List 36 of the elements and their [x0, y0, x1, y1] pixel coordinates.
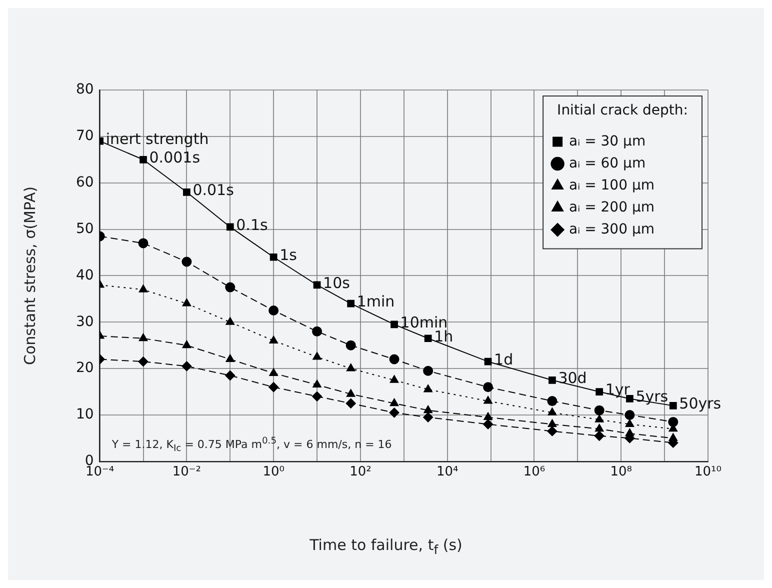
annotation: 1yr	[605, 380, 631, 399]
y-tick-label: 70	[76, 128, 94, 144]
annotation: 0.1s	[236, 216, 268, 234]
y-tick-label: 80	[76, 82, 94, 98]
x-tick-label: 10⁴	[436, 464, 458, 480]
annotation: Y = 1.12, K$_{Ic}$ = 0.75 MPa m$^{0.5}$, v = 6 mm/s, n = 16	[112, 435, 392, 454]
annotation: 30d	[558, 369, 587, 388]
annotation: 50yrs	[679, 394, 722, 413]
legend-label: aᵢ = 100 µm	[569, 177, 654, 194]
x-tick-label: 10⁻²	[172, 464, 202, 480]
y-tick-label: 40	[76, 267, 94, 284]
legend-label: aᵢ = 200 µm	[569, 199, 654, 216]
y-tick-label: 50	[76, 220, 94, 237]
x-tick-label: 10²	[350, 464, 372, 480]
legend-label: aᵢ = 60 µm	[569, 155, 646, 172]
legend-title: Initial crack depth:	[557, 102, 688, 119]
x-tick-label: 10⁰	[262, 464, 284, 480]
x-tick-label: 10¹⁰	[694, 464, 722, 480]
annotation: 10s	[323, 274, 350, 292]
y-tick-label: 60	[76, 174, 94, 190]
annotation: 0.01s	[192, 181, 234, 200]
x-axis-title: Time to failure, t$_{f}$ (s)	[308, 536, 464, 557]
y-tick-label: 30	[76, 314, 94, 330]
annotation: 0.001s	[149, 148, 200, 167]
annotation: 1min	[356, 292, 395, 310]
y-tick-label: 20	[76, 360, 94, 376]
annotation: 1s	[280, 246, 298, 264]
y-axis-title: Constant stress, σ(MPA)	[20, 186, 39, 366]
annotation: inert strength	[106, 130, 209, 148]
annotation: 1d	[494, 350, 514, 368]
x-tick-label: 10⁸	[610, 464, 632, 480]
annotation: 5yrs	[636, 388, 668, 406]
y-tick-label: 10	[76, 406, 94, 423]
legend-label: aᵢ = 30 µm	[569, 133, 646, 150]
x-tick-label: 10⁶	[523, 464, 546, 480]
legend-label: aᵢ = 300 µm	[569, 221, 654, 238]
